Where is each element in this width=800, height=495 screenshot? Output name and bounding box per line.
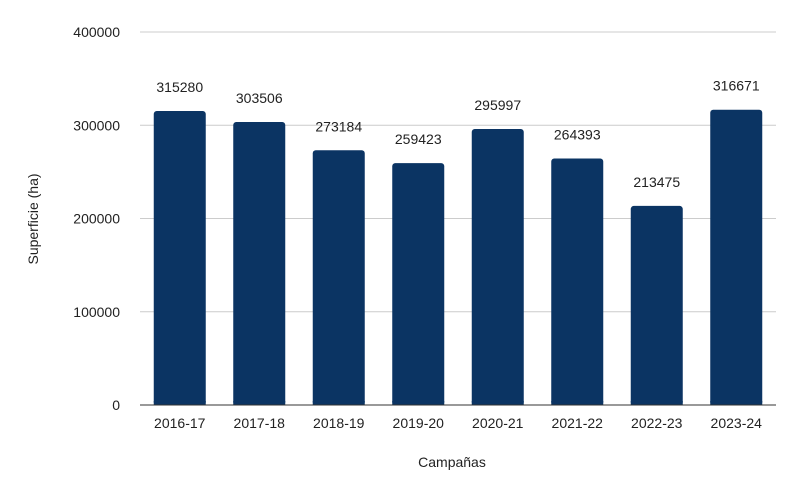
data-label: 316671 xyxy=(713,78,760,94)
x-tick-label: 2022-23 xyxy=(631,415,683,431)
bar-base xyxy=(710,401,763,405)
y-tick-label: 200000 xyxy=(73,211,120,227)
x-tick-label: 2020-21 xyxy=(472,415,524,431)
bar-base xyxy=(630,401,683,405)
x-tick-label: 2021-22 xyxy=(552,415,604,431)
bar xyxy=(471,128,524,406)
bar-base xyxy=(471,401,524,405)
x-tick-label: 2019-20 xyxy=(393,415,445,431)
x-axis-title: Campañas xyxy=(418,454,486,470)
y-tick-label: 0 xyxy=(112,397,120,413)
bar-base xyxy=(551,401,604,405)
data-label: 303506 xyxy=(236,90,283,106)
bar xyxy=(551,158,604,405)
bar xyxy=(710,109,763,406)
data-label: 273184 xyxy=(315,118,362,134)
y-tick-label: 300000 xyxy=(73,117,120,133)
x-tick-labels: 2016-17 2017-18 2018-19 2019-20 2020-21 2021-… xyxy=(154,415,762,431)
data-label: 295997 xyxy=(474,97,521,113)
bar-base xyxy=(392,401,445,405)
bar-base xyxy=(312,401,365,405)
x-tick-label: 2016-17 xyxy=(154,415,206,431)
bar-base xyxy=(153,401,206,405)
data-label: 259423 xyxy=(395,131,442,147)
bar-base xyxy=(233,401,286,405)
x-tick-label: 2017-18 xyxy=(234,415,286,431)
bar xyxy=(630,205,683,405)
data-label: 315280 xyxy=(156,79,203,95)
data-label: 264393 xyxy=(554,126,601,142)
bar xyxy=(153,111,206,405)
bar xyxy=(233,121,286,405)
bars xyxy=(153,109,763,406)
bar xyxy=(312,150,365,405)
y-axis-title: Superficie (ha) xyxy=(25,173,41,264)
y-tick-labels: 0 100000 200000 300000 400000 xyxy=(73,24,120,413)
x-tick-label: 2018-19 xyxy=(313,415,365,431)
bar xyxy=(392,163,445,405)
data-label: 213475 xyxy=(633,174,680,190)
y-tick-label: 400000 xyxy=(73,24,120,40)
x-tick-label: 2023-24 xyxy=(711,415,763,431)
y-tick-label: 100000 xyxy=(73,304,120,320)
data-labels: 315280 303506 273184 259423 295997 264393 2134… xyxy=(156,78,759,190)
